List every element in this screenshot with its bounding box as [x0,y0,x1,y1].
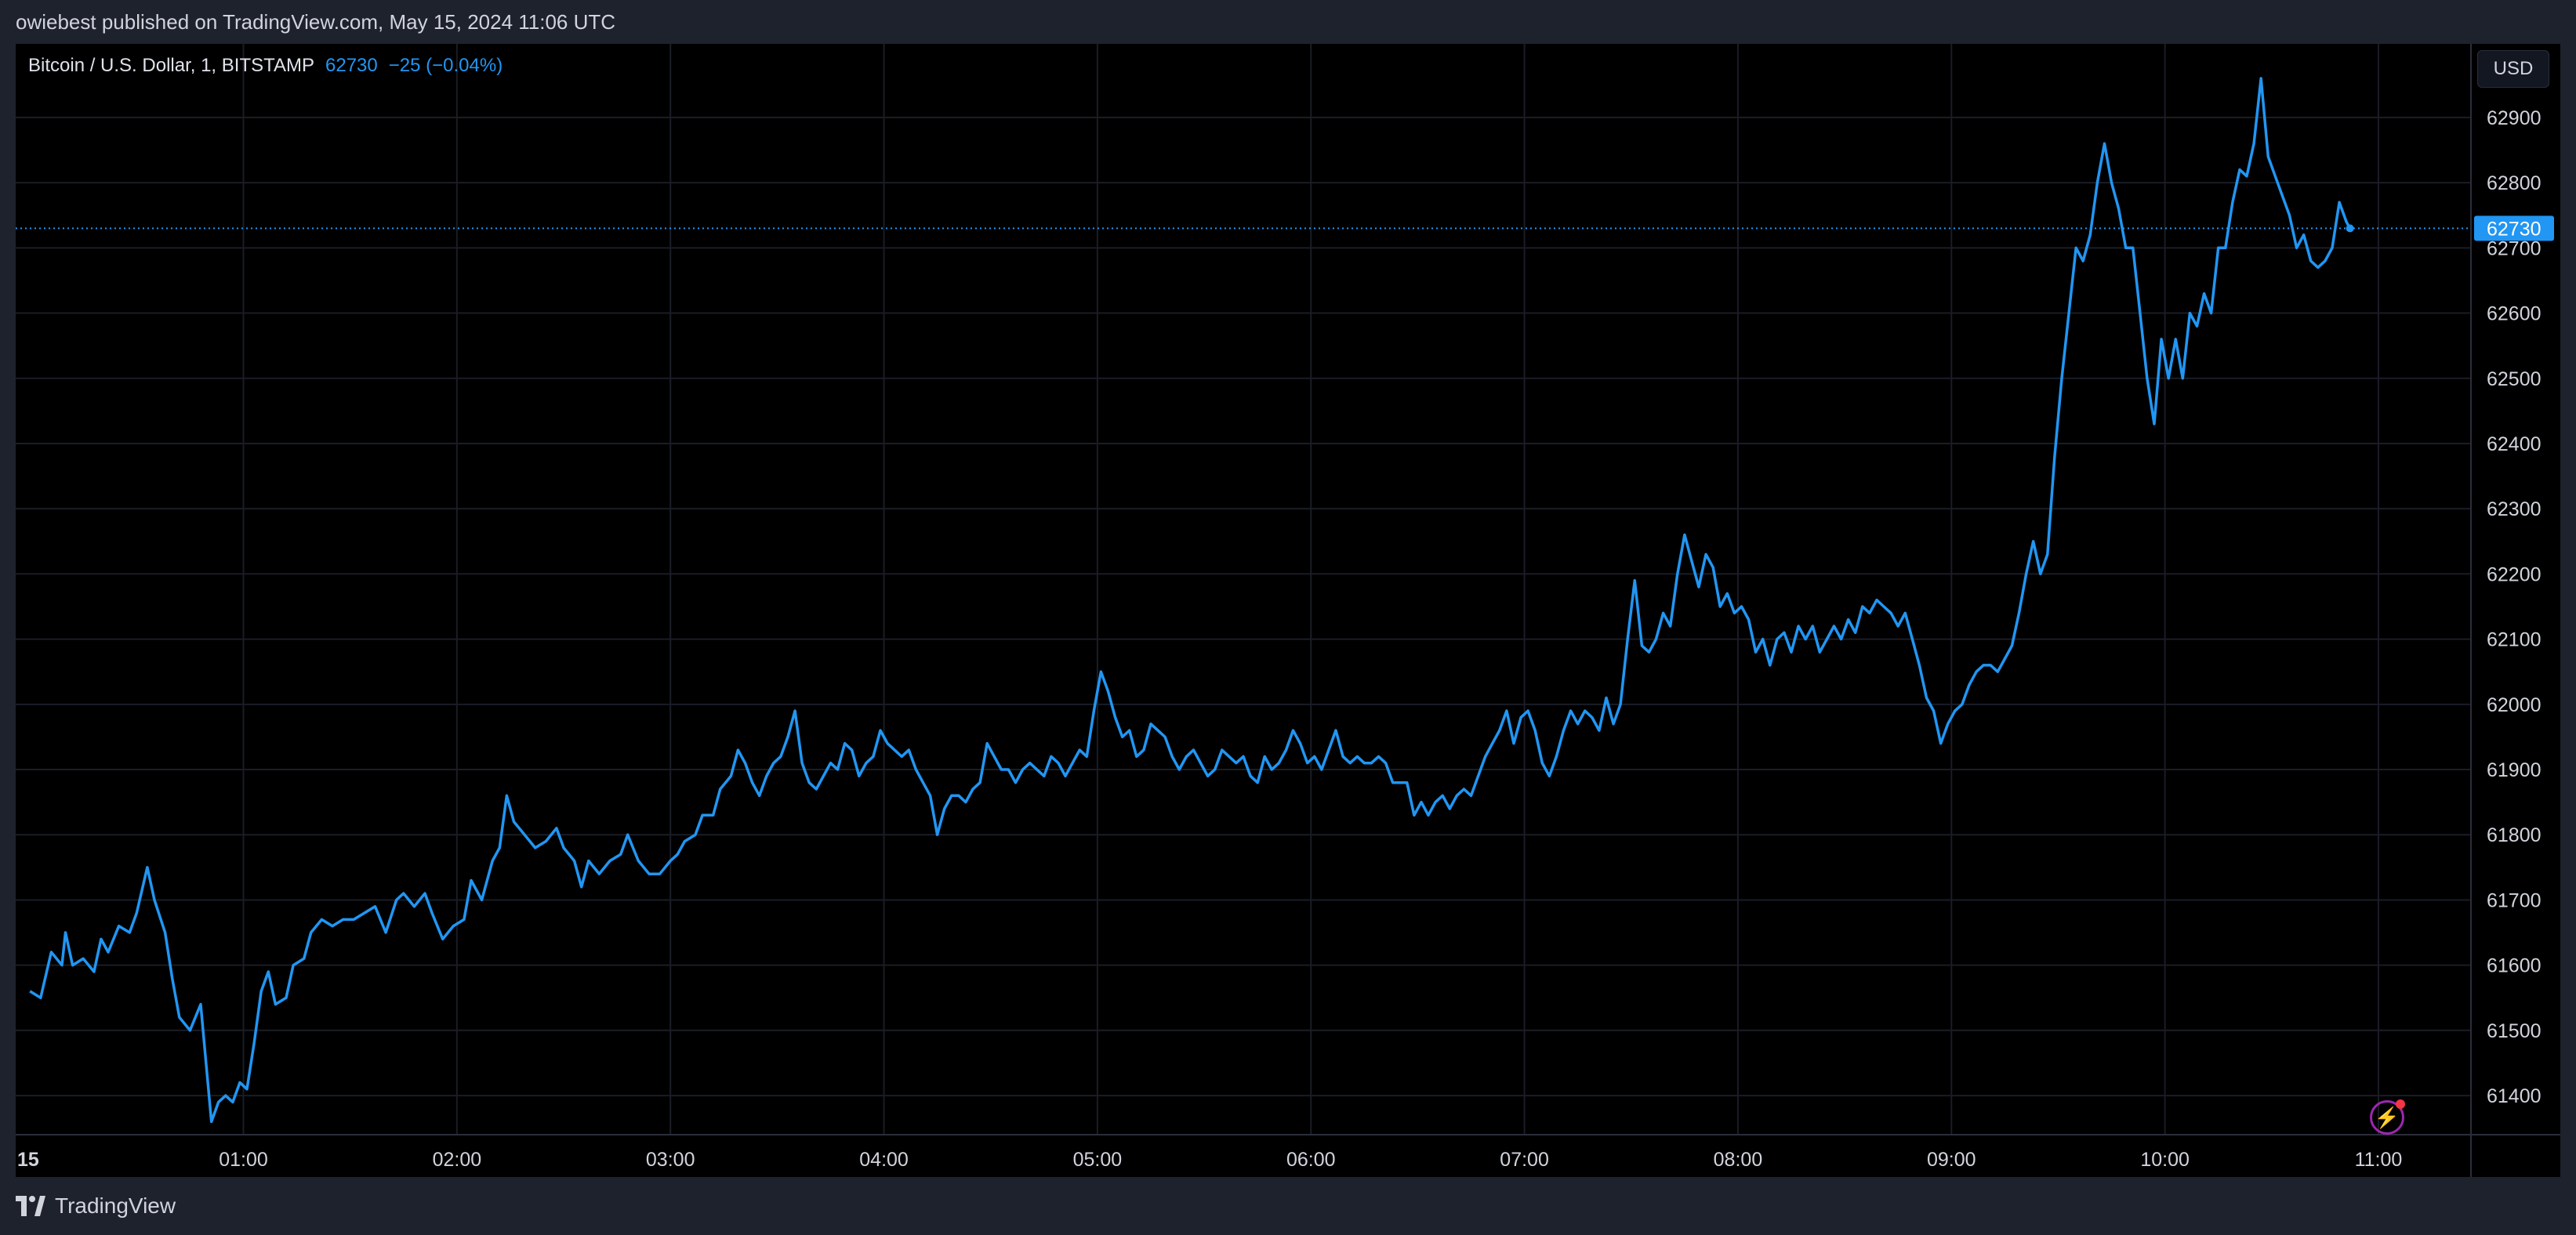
x-tick-label: 11:00 [2355,1149,2403,1171]
lightning-icon[interactable]: ⚡ [2370,1099,2405,1135]
notification-dot [2396,1099,2405,1109]
chart-legend[interactable]: Bitcoin / U.S. Dollar, 1, BITSTAMP 62730… [28,55,503,77]
y-tick-label: 61900 [2487,759,2542,781]
y-tick-label: 62600 [2487,303,2542,325]
price-series-line [29,77,2352,1124]
price-chart[interactable]: 62900 62800 62700 62600 62500 62400 62300 62200… [16,44,2560,1177]
last-price-tag [2474,215,2554,241]
x-tick-label: 03:00 [646,1149,695,1171]
last-point-marker [2346,224,2354,233]
currency-button[interactable]: USD [2477,50,2549,88]
y-tick-label: 62500 [2487,368,2542,390]
symbol-label[interactable]: Bitcoin / U.S. Dollar, 1, BITSTAMP [28,55,314,76]
y-tick-label: 61500 [2487,1020,2542,1042]
x-tick-label: 04:00 [859,1149,909,1171]
y-tick-label: 62900 [2487,107,2542,129]
x-tick-label: 08:00 [1714,1149,1763,1171]
last-price-label: 62730 [325,55,378,76]
y-tick-label: 62200 [2487,563,2542,585]
x-tick-label: 02:00 [433,1149,482,1171]
y-tick-label: 62400 [2487,433,2542,455]
tradingview-logo-icon [16,1196,45,1216]
y-tick-label: 62700 [2487,237,2542,259]
y-tick-label: 62800 [2487,172,2542,194]
x-tick-label: 07:00 [1500,1149,1549,1171]
y-tick-label: 62000 [2487,694,2542,716]
published-info: owiebest published on TradingView.com, M… [16,9,616,34]
x-tick-label: 01:00 [219,1149,268,1171]
y-tick-label: 61600 [2487,955,2542,977]
x-tick-label: 06:00 [1286,1149,1336,1171]
last-price-tag-label: 62730 [2487,218,2542,240]
x-tick-label: 09:00 [1927,1149,1976,1171]
footer: TradingView [0,1177,2576,1235]
y-tick-label: 62300 [2487,498,2542,520]
tradingview-brand[interactable]: TradingView [16,1193,176,1219]
y-tick-label: 62100 [2487,629,2542,651]
x-tick-label: 10:00 [2140,1149,2190,1171]
y-tick-label: 61700 [2487,889,2542,911]
brand-name: TradingView [55,1193,176,1218]
publish-header: owiebest published on TradingView.com, M… [0,0,2576,44]
x-tick-label: 05:00 [1073,1149,1123,1171]
x-tick-label: 15 [17,1149,39,1171]
change-label: −25 (−0.04%) [388,55,503,76]
y-tick-label: 61800 [2487,824,2542,846]
chart-area[interactable]: 62900 62800 62700 62600 62500 62400 62300 62200… [16,44,2560,1177]
y-tick-label: 61400 [2487,1085,2542,1107]
